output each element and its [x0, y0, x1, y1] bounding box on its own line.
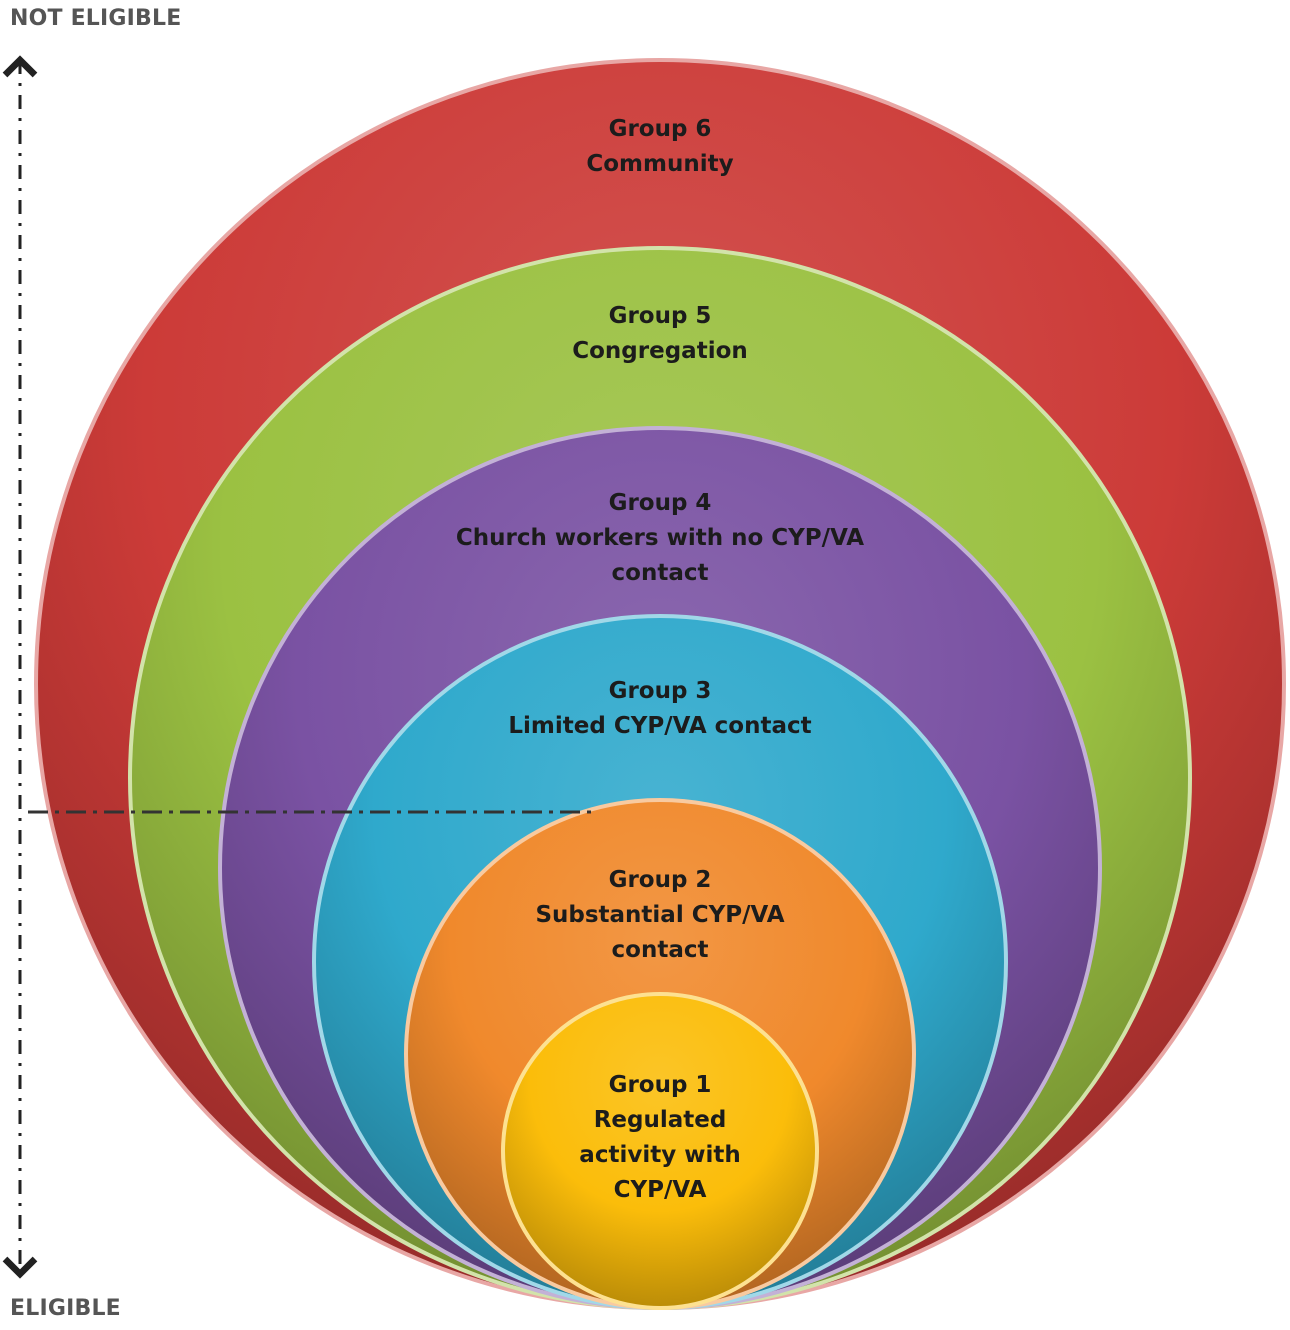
eligible-label: ELIGIBLE	[10, 1296, 121, 1321]
group-4-label: Group 4 Church workers with no CYP/VA cont…	[456, 490, 864, 586]
group-6-label-line: Group 6	[609, 116, 712, 142]
group-5-label-line: Congregation	[572, 338, 748, 364]
not-eligible-label: NOT ELIGIBLE	[10, 6, 182, 31]
group-4-label-line: Group 4	[609, 490, 712, 516]
group-3-label-line: Group 3	[609, 678, 712, 704]
group-1-label-line: activity with	[579, 1142, 740, 1168]
group-3-label: Group 3 Limited CYP/VA contact	[508, 678, 811, 739]
group-6-label: Group 6 Community	[586, 116, 733, 177]
group-3-label-line: Limited CYP/VA contact	[508, 713, 811, 739]
group-1-label-line: Group 1	[609, 1072, 712, 1098]
group-2-label: Group 2 Substantial CYP/VA contact	[535, 867, 784, 963]
group-2-label-line: Substantial CYP/VA	[535, 902, 784, 928]
group-1-circle	[501, 992, 819, 1310]
group-4-label-line: contact	[612, 560, 709, 586]
group-1-label-line: CYP/VA	[614, 1177, 707, 1203]
group-6-label-line: Community	[586, 151, 733, 177]
group-1-label: Group 1 Regulated activity with CYP/VA	[579, 1072, 740, 1203]
group-5-label-line: Group 5	[609, 303, 712, 329]
group-5-label: Group 5 Congregation	[572, 303, 748, 364]
group-2-label-line: Group 2	[609, 867, 712, 893]
group-4-label-line: Church workers with no CYP/VA	[456, 525, 864, 551]
group-1-label-line: Regulated	[594, 1107, 727, 1133]
group-2-label-line: contact	[612, 937, 709, 963]
